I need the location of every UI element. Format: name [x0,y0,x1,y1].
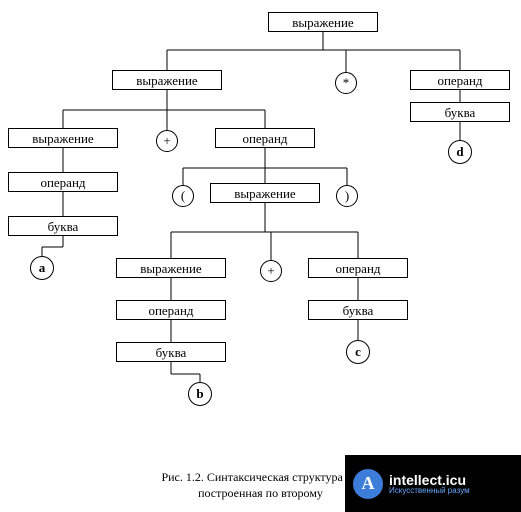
node-leaf_d: d [448,140,472,164]
node-bukva_r: буква [410,102,510,122]
watermark-title: intellect.icu [389,473,470,487]
node-expr_mid: выражение [210,183,320,203]
node-bukva_br: буква [308,300,408,320]
watermark-badge: A intellect.icu Искусственный разум [345,455,521,512]
node-operand_bl: операнд [116,300,226,320]
watermark-subtitle: Искусственный разум [389,487,470,495]
node-lparen: ( [172,185,194,207]
node-plus1: + [156,130,178,152]
node-expr_bl: выражение [116,258,226,278]
node-operand_lr: операнд [215,128,315,148]
watermark-icon: A [353,469,383,499]
node-expr_ll: выражение [8,128,118,148]
node-operand_r: операнд [410,70,510,90]
node-leaf_b: b [188,382,212,406]
node-bukva_ll: буква [8,216,118,236]
node-root: выражение [268,12,378,32]
node-star: * [335,72,357,94]
node-plus2: + [260,260,282,282]
node-rparen: ) [336,185,358,207]
node-leaf_a: a [30,256,54,280]
node-expr1: выражение [112,70,222,90]
node-bukva_bl: буква [116,342,226,362]
node-operand_ll: операнд [8,172,118,192]
node-leaf_c: c [346,340,370,364]
watermark-text: intellect.icu Искусственный разум [389,473,470,495]
node-operand_br: операнд [308,258,408,278]
